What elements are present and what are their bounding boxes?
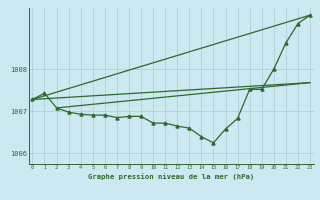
X-axis label: Graphe pression niveau de la mer (hPa): Graphe pression niveau de la mer (hPa) <box>88 173 254 180</box>
